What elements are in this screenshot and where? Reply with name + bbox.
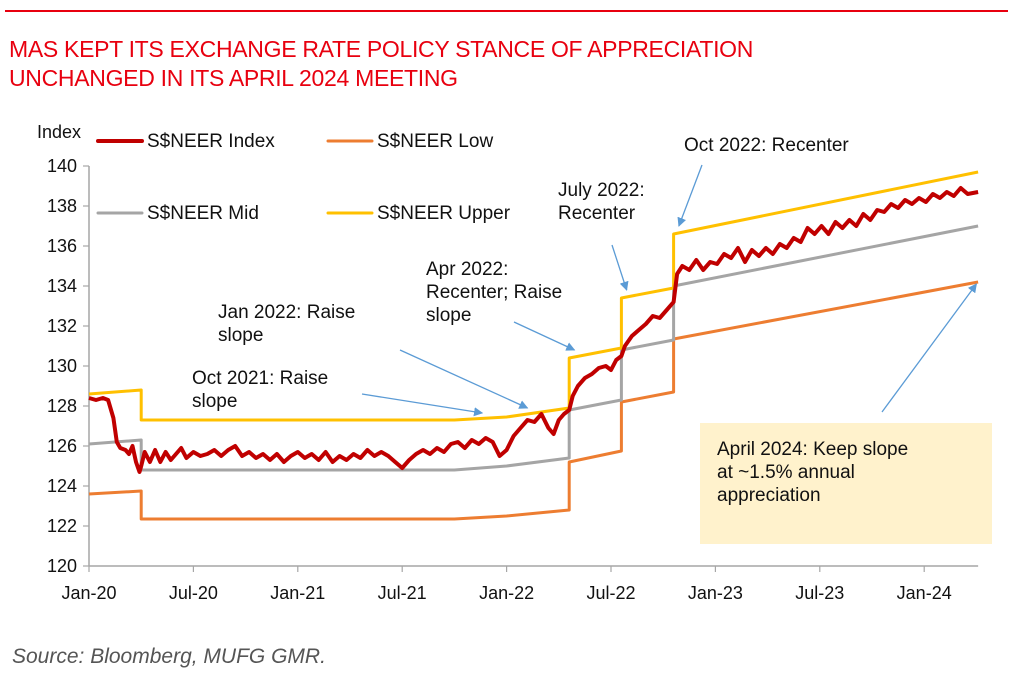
x-tick-label: Jul-21 [378,583,427,603]
y-tick-label: 126 [47,436,77,456]
annotation-text: appreciation [717,485,821,506]
annotation-arrow [881,283,977,413]
title-line-1: MAS KEPT ITS EXCHANGE RATE POLICY STANCE… [9,36,754,62]
x-tick-label: Jan-20 [61,583,116,603]
annotation-text: Jan 2022: Raise [218,302,355,323]
annotation-text: July 2022: [558,180,645,201]
y-tick-label: 132 [47,316,77,336]
annotation-text: April 2024: Keep slope [717,439,908,460]
y-tick-label: 120 [47,556,77,576]
x-tick-label: Jul-23 [795,583,844,603]
y-tick-label: 140 [47,156,77,176]
top-rule [5,10,1008,12]
series-line-low [88,280,979,521]
annotation: July 2022:Recenter [558,180,645,291]
annotation: Oct 2022: Recenter [677,135,849,227]
legend-label-mid: S$NEER Mid [147,203,259,224]
y-tick-label: 130 [47,356,77,376]
title-line-2: UNCHANGED IN ITS APRIL 2024 MEETING [9,65,458,91]
x-tick-label: Jan-24 [897,583,952,603]
annotation-text: at ~1.5% annual [717,462,855,483]
annotation-arrow [361,393,484,417]
y-tick-label: 124 [47,476,77,496]
annotation-text: Recenter [558,203,636,224]
x-tick-label: Jan-23 [688,583,743,603]
series-line-index [88,186,979,474]
y-tick-label: 128 [47,396,77,416]
legend: S$NEER Index S$NEER Low S$NEER Mid S$NEER U… [96,131,511,224]
annotation-text: Oct 2022: Recenter [684,135,849,156]
y-tick-label: 138 [47,196,77,216]
y-axis-title: Index [37,122,81,142]
x-tick-label: Jan-21 [270,583,325,603]
y-tick-label: 134 [47,276,77,296]
x-tick-label: Jul-20 [169,583,218,603]
annotation-text: slope [218,325,263,346]
legend-label-upper: S$NEER Upper [377,203,511,224]
y-tick-label: 122 [47,516,77,536]
annotation-arrow [611,244,629,291]
x-tick-label: Jul-22 [586,583,635,603]
series-layer [88,170,979,521]
annotation-text: Recenter; Raise [426,282,562,303]
annotation-text: Apr 2022: [426,259,508,280]
annotation-arrow [677,164,703,227]
x-tick-label: Jan-22 [479,583,534,603]
legend-label-low: S$NEER Low [377,131,493,152]
annotation-arrow [399,349,529,409]
source-note: Source: Bloomberg, MUFG GMR. [12,645,326,668]
callout-box [700,423,992,544]
series-line-upper [88,170,979,422]
y-tick-label: 136 [47,236,77,256]
annotation-arrow [513,321,576,351]
annotation-text: Oct 2021: Raise [192,368,328,389]
annotation-text: slope [426,305,471,326]
chart-title: MAS KEPT ITS EXCHANGE RATE POLICY STANCE… [9,35,753,93]
legend-label-index: S$NEER Index [147,131,275,152]
annotation-text: slope [192,391,237,412]
axes: 120 122 124 126 128 130 132 134 136 138 140 Jan-20 J… [47,156,979,603]
